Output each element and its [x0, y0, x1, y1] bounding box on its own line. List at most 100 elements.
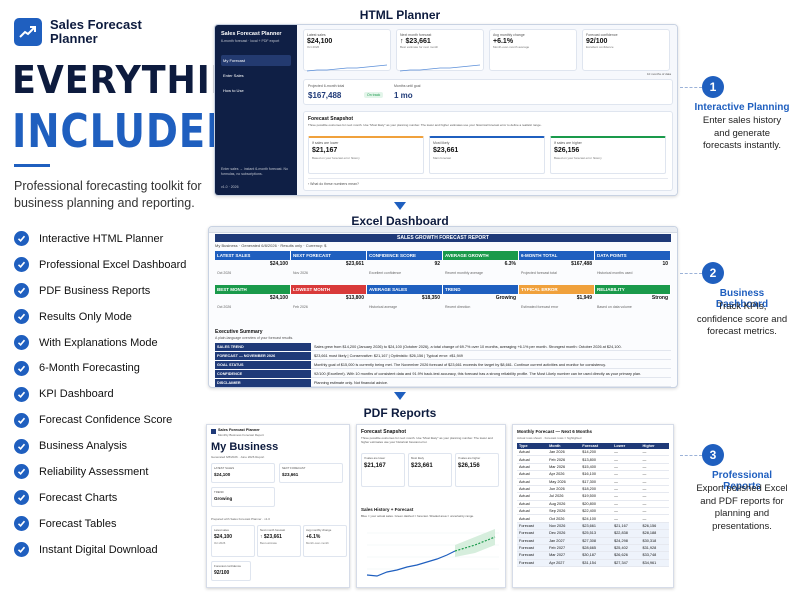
table-cell: Forecast	[517, 537, 548, 545]
planner-outcome-card: If sales are higher $26,156 Based on your …	[550, 136, 666, 174]
planner-on-track-badge: On track	[364, 92, 384, 98]
kpi-note: Best estimate for next month	[400, 45, 439, 49]
table-header-row: Type Month Forecast Lower Higher	[517, 443, 669, 449]
excel-kpi-value[interactable]: $24,100	[269, 295, 288, 301]
table-cell: $17,300	[580, 478, 613, 486]
kpi-value: +6.1%	[306, 534, 321, 540]
kpi-value: 92/100	[586, 38, 608, 45]
excel-kpi-value[interactable]: $1,949	[576, 295, 592, 301]
excel-title: SALES GROWTH FORECAST REPORT	[215, 234, 671, 242]
planner-nav: My Forecast Enter Sales How to Use	[221, 55, 291, 96]
table-cell: $22,838	[612, 529, 641, 538]
excel-kpi-note: Based on data volume	[597, 305, 632, 309]
excel-kpi-value[interactable]: $13,800	[345, 295, 364, 301]
kpi-label: Latest sales	[307, 33, 326, 37]
planner-side-note: Enter sales → instant 6-month forecast. …	[221, 167, 288, 176]
excel-column-header	[209, 227, 677, 233]
pdf-p1-confidence: Forecast confidence 92/100	[211, 561, 251, 581]
excel-summary-text[interactable]: 92/100 (Excellent). With 10 months of co…	[311, 370, 671, 378]
excel-kpi-value[interactable]: $23,661	[345, 261, 364, 267]
table-row: Forecast Dec 2026 $25,513 $22,838 $28,188	[517, 529, 669, 538]
excel-kpi-label: RELIABILITY	[595, 285, 671, 294]
pdf-p2-card: Most likely $23,661	[408, 453, 452, 487]
table-cell: —	[612, 514, 641, 523]
excel-summary-row: FORECAST — NOVEMBER 2026 $23,661 most lik…	[215, 352, 671, 360]
table-row: Forecast Jan 2027 $27,308 $24,298 $30,318	[517, 537, 669, 545]
excel-kpi-value[interactable]: Strong	[651, 295, 668, 301]
brand-title-line2: Planner	[50, 31, 98, 46]
arrow-down-icon	[394, 202, 406, 210]
card-value: $26,156	[554, 147, 580, 154]
connector-line	[680, 455, 702, 456]
planner-explain-toggle[interactable]: › What do these numbers mean?	[308, 178, 668, 186]
excel-kpi-value[interactable]: Growing	[495, 295, 516, 301]
planner-nav-item[interactable]: Enter Sales	[223, 73, 244, 78]
card-note: Based on your forecast error history	[554, 156, 602, 160]
planner-kpi-card: Next month forecast ↑ $23,661 Best estimat…	[396, 29, 484, 72]
excel-kpi-value[interactable]: $167,488	[571, 261, 592, 267]
table-row: Actual Jul 2026 $19,500— —	[517, 492, 669, 501]
kpi-note: Excellent confidence	[586, 45, 614, 49]
table-row: Forecast Feb 2027 $28,665 $25,402 $31,928	[517, 544, 669, 553]
table-cell: Actual	[517, 492, 548, 501]
planner-nav-item[interactable]: How to Use	[223, 88, 244, 93]
feature-label: With Explanations Mode	[39, 336, 158, 349]
feature-label: Interactive HTML Planner	[39, 232, 164, 245]
planner-kpi-card: Latest sales $24,100 Oct 2026	[303, 29, 391, 72]
table-cell: Forecast	[517, 544, 548, 553]
kpi-note: Oct 2026	[214, 541, 226, 545]
planner-total-box: Projected 6-month total $167,488 On trac…	[303, 79, 673, 105]
table-cell: $30,187	[580, 551, 613, 560]
card-note: Main forecast	[433, 156, 452, 160]
feature-item: Forecast Confidence Score	[14, 407, 186, 433]
section-label-excel: Excel Dashboard	[351, 214, 449, 228]
planner-outcome-card: Most likely $23,661 Main forecast	[429, 136, 545, 174]
table-cell: $24,100	[580, 514, 613, 523]
table-cell: May 2026	[547, 478, 581, 486]
check-circle-icon	[14, 412, 29, 428]
table-cell: Nov 2026	[547, 522, 581, 531]
excel-kpi-label-row: BEST MONTH LOWEST MONTH AVERAGE SALES TREND…	[215, 285, 671, 294]
excel-summary-title: Executive Summary	[215, 329, 263, 335]
planner-nav-item[interactable]: My Forecast	[221, 55, 291, 66]
table-cell: Sep 2026	[547, 507, 581, 516]
pdf-p1-kpi: TREND Growing	[211, 487, 275, 507]
pdf-p1-title: My Business	[211, 441, 279, 453]
excel-summary-text[interactable]: Planning estimate only. Not financial ad…	[311, 379, 671, 387]
table-row: Actual Sep 2026 $22,400— —	[517, 507, 669, 516]
planner-main: Latest sales $24,100 Oct 2026 Next month fo…	[297, 25, 677, 195]
feature-item: Results Only Mode	[14, 304, 186, 330]
planner-months-note: 10 months of data	[646, 72, 671, 76]
excel-kpi-value[interactable]: $18,350	[421, 295, 440, 301]
excel-kpi-value[interactable]: 10	[662, 261, 668, 267]
pdf-page-1: Sales Forecast Planner Monthly Business …	[206, 424, 350, 588]
check-circle-icon	[14, 516, 29, 532]
check-circle-icon	[14, 438, 29, 454]
excel-kpi-value[interactable]: 92	[434, 261, 440, 267]
table-cell: Forecast	[517, 559, 548, 568]
card-value: $23,661	[411, 463, 433, 469]
feature-item: Forecast Charts	[14, 485, 186, 511]
table-row: Actual May 2026 $17,300— —	[517, 478, 669, 486]
planner-total-value: $167,488	[308, 91, 342, 100]
excel-summary-text[interactable]: $23,661 most likely | Conservative: $21,…	[311, 352, 671, 360]
table-cell: $27,308	[580, 537, 613, 545]
step-number-badge: 1	[702, 76, 724, 98]
excel-kpi-value[interactable]: 6.3%	[504, 261, 516, 267]
excel-summary-row: CONFIDENCE 92/100 (Excellent). With 10 mo…	[215, 370, 671, 378]
annotation-title: Interactive Planning	[694, 102, 790, 113]
excel-summary-text[interactable]: Sales grew from $14,200 (January 2026) t…	[311, 343, 671, 351]
pdf-page-3: Monthly Forecast — Next 6 Months Actual …	[512, 424, 674, 588]
excel-summary-text[interactable]: Monthly goal of $15,000 is currently bei…	[311, 361, 671, 369]
excel-kpi-label: TYPICAL ERROR	[519, 285, 595, 294]
excel-kpi-value[interactable]: $24,100	[269, 261, 288, 267]
table-cell: —	[640, 485, 669, 494]
feature-item: Interactive HTML Planner	[14, 226, 186, 252]
table-cell: Feb 2026	[547, 455, 581, 464]
table-cell: $33,748	[640, 551, 669, 560]
check-circle-icon	[14, 231, 29, 247]
table-cell: Actual	[517, 470, 548, 479]
table-row: Actual Oct 2026 $24,100— —	[517, 514, 669, 523]
excel-kpi-note: Feb 2026	[293, 305, 308, 309]
excel-kpi-note: Excellent confidence	[369, 271, 402, 275]
